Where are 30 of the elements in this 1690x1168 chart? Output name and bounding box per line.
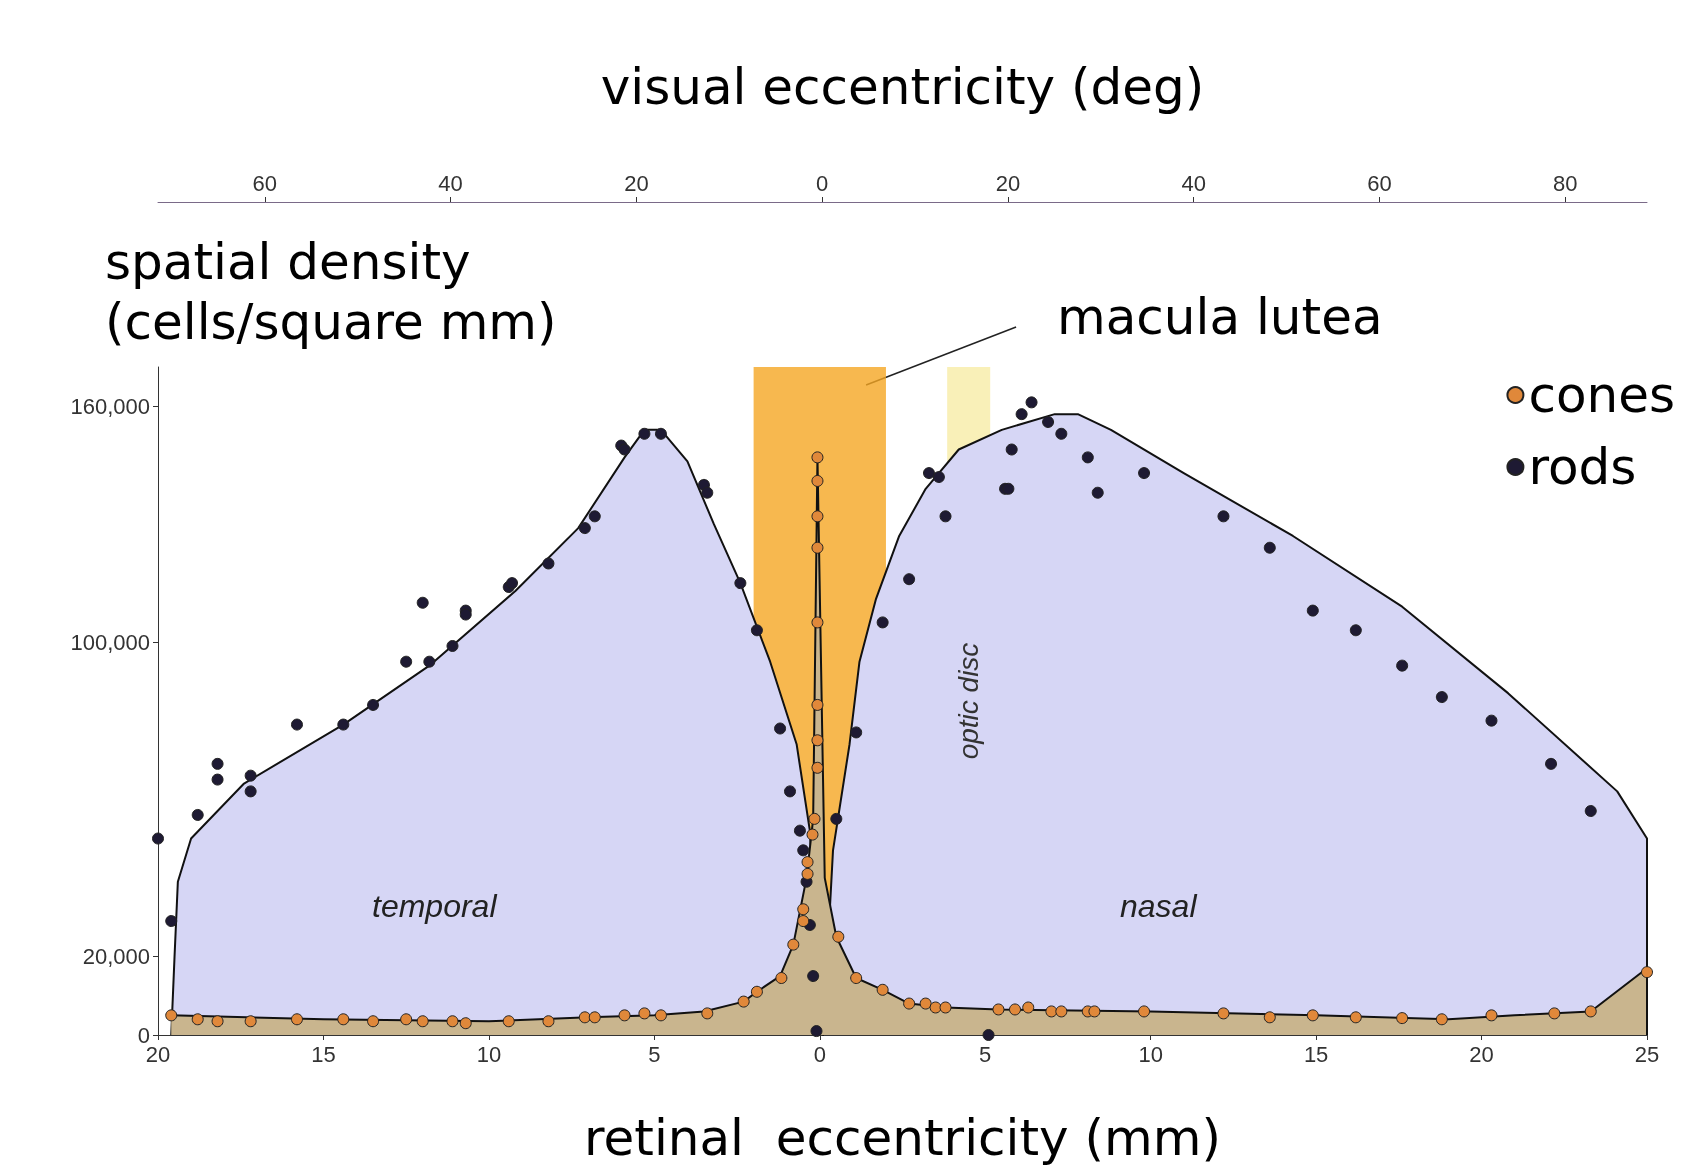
annotation: temporal bbox=[372, 888, 498, 924]
y-tick-label: 20,000 bbox=[82, 943, 150, 969]
x-tick-label: 10 bbox=[476, 1041, 502, 1067]
x-tick-label: 5 bbox=[648, 1041, 661, 1067]
x-tick-label: 5 bbox=[979, 1041, 992, 1067]
x2-tick-label: 60 bbox=[252, 170, 278, 196]
x2-tick-label: 20 bbox=[624, 170, 649, 196]
x-tick-label: 10 bbox=[1138, 1041, 1163, 1067]
x-tick-label: 15 bbox=[1303, 1041, 1329, 1067]
band-label: optic disc bbox=[953, 642, 985, 760]
x-axis-title: retinal eccentricity (mm) bbox=[584, 1109, 1221, 1167]
x2-tick-label: 80 bbox=[1553, 170, 1578, 196]
legend-label: rods bbox=[1528, 438, 1637, 496]
legend-label: cones bbox=[1528, 366, 1676, 424]
x-tick-label: 15 bbox=[311, 1041, 336, 1067]
x2-tick-label: 60 bbox=[1367, 170, 1392, 196]
annotation: nasal bbox=[1120, 888, 1198, 924]
x-tick-label: 20 bbox=[1469, 1041, 1494, 1067]
x-tick-label: 0 bbox=[813, 1041, 826, 1067]
x2-tick-label: 40 bbox=[438, 170, 463, 196]
x2-tick-label: 20 bbox=[995, 170, 1021, 196]
x2-tick-label: 0 bbox=[816, 170, 829, 196]
x2-axis-title: visual eccentricity (deg) bbox=[600, 58, 1205, 116]
x2-tick-label: 40 bbox=[1181, 170, 1206, 196]
x-tick-label: 25 bbox=[1634, 1041, 1660, 1067]
y-axis-title: spatial density (cells/square mm) bbox=[105, 233, 557, 351]
y-tick-label: 100,000 bbox=[70, 629, 150, 655]
band-label: macula lutea bbox=[1057, 288, 1383, 346]
y-tick-label: 160,000 bbox=[70, 393, 150, 419]
y-tick-label: 0 bbox=[137, 1022, 150, 1048]
